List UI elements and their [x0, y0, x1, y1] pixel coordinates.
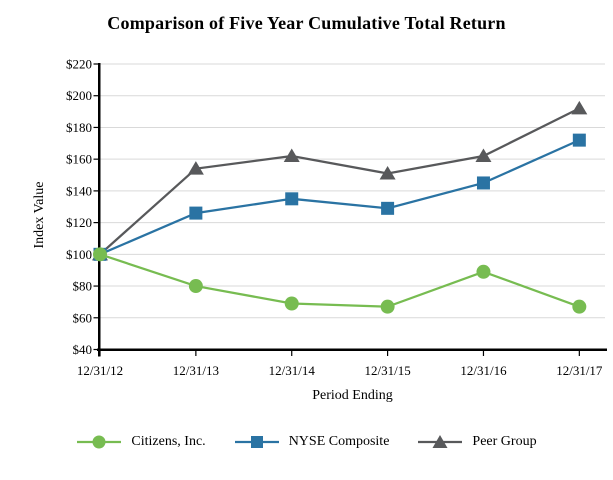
square-marker-icon	[234, 436, 279, 448]
legend-label: Peer Group	[472, 434, 537, 449]
legend-item-peer-group: Peer Group	[417, 434, 537, 450]
svg-text:$60: $60	[73, 310, 93, 325]
svg-text:12/31/16: 12/31/16	[460, 363, 507, 378]
svg-text:$40: $40	[73, 342, 93, 357]
triangle-marker-icon	[418, 435, 463, 448]
chart-title: Comparison of Five Year Cumulative Total…	[107, 13, 506, 33]
svg-text:12/31/17: 12/31/17	[556, 363, 603, 378]
svg-text:12/31/12: 12/31/12	[77, 363, 123, 378]
chart-legend: Citizens, Inc. NYSE Composite Peer Group	[0, 434, 613, 450]
legend-label: Citizens, Inc.	[131, 434, 206, 449]
circle-marker-icon	[77, 435, 122, 449]
svg-text:$160: $160	[66, 152, 92, 167]
svg-text:$200: $200	[66, 88, 92, 103]
y-axis-title: Index Value	[32, 181, 47, 249]
svg-text:$80: $80	[73, 279, 93, 294]
svg-text:12/31/14: 12/31/14	[269, 363, 316, 378]
legend-item-citizens: Citizens, Inc.	[76, 434, 206, 450]
legend-label: NYSE Composite	[288, 434, 390, 449]
svg-text:$220: $220	[66, 57, 92, 72]
svg-text:12/31/15: 12/31/15	[364, 363, 410, 378]
svg-text:$180: $180	[66, 120, 92, 135]
svg-text:$140: $140	[66, 183, 92, 198]
svg-text:12/31/13: 12/31/13	[173, 363, 219, 378]
x-axis-title: Period Ending	[312, 388, 393, 403]
legend-item-nyse-composite: NYSE Composite	[234, 434, 390, 450]
svg-text:$120: $120	[66, 215, 92, 230]
svg-text:$100: $100	[66, 247, 92, 262]
